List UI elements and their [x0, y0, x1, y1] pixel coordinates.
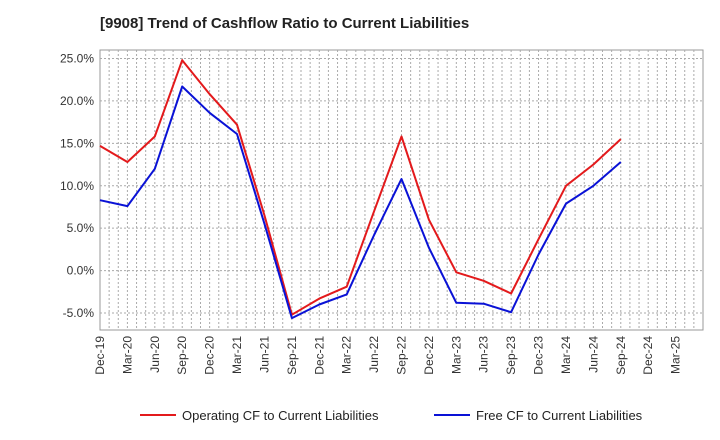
x-tick-label: Jun-20 — [148, 336, 162, 373]
x-tick-label: Mar-22 — [340, 336, 354, 374]
legend-label-0: Operating CF to Current Liabilities — [182, 408, 379, 423]
x-tick-label: Dec-24 — [641, 336, 655, 375]
series-lines — [99, 59, 622, 320]
x-tick-label: Dec-23 — [532, 336, 546, 375]
x-tick-label: Sep-24 — [614, 336, 628, 375]
x-tick-label: Dec-19 — [93, 336, 107, 375]
y-tick-label: 20.0% — [60, 94, 94, 108]
y-tick-label: 15.0% — [60, 136, 94, 150]
y-tick-label: 0.0% — [67, 264, 95, 278]
legend: Operating CF to Current Liabilities Free … — [140, 408, 643, 423]
y-tick-label: 25.0% — [60, 51, 94, 65]
chart-title: [9908] Trend of Cashflow Ratio to Curren… — [100, 15, 470, 32]
y-tick-label: 10.0% — [60, 179, 94, 193]
x-tick-label: Dec-22 — [422, 336, 436, 375]
legend-label-1: Free CF to Current Liabilities — [476, 408, 643, 423]
x-tick-label: Mar-21 — [230, 336, 244, 374]
series-line-0 — [99, 59, 622, 316]
x-tick-label: Dec-21 — [312, 336, 326, 375]
x-tick-label: Sep-21 — [285, 336, 299, 375]
x-tick-label: Mar-25 — [669, 336, 683, 374]
x-tick-label: Mar-24 — [559, 336, 573, 374]
x-axis-ticks: Dec-19 Mar-20 Jun-20 Sep-20 Dec-20 Mar-21 Jun-… — [93, 336, 683, 375]
x-tick-label: Sep-22 — [395, 336, 409, 375]
series-line-1 — [99, 85, 622, 320]
x-tick-label: Jun-21 — [257, 336, 271, 373]
x-tick-label: Jun-22 — [367, 336, 381, 373]
x-tick-label: Jun-24 — [586, 336, 600, 373]
x-tick-label: Jun-23 — [477, 336, 491, 373]
y-axis-ticks: 25.0% 20.0% 15.0% 10.0% 5.0% 0.0% -5.0% — [60, 51, 94, 320]
y-tick-label: 5.0% — [67, 221, 95, 235]
y-tick-label: -5.0% — [63, 306, 95, 320]
x-tick-label: Sep-23 — [504, 336, 518, 375]
x-tick-label: Mar-23 — [449, 336, 463, 374]
grid-lines — [100, 50, 703, 330]
x-tick-label: Mar-20 — [120, 336, 134, 374]
x-tick-label: Dec-20 — [203, 336, 217, 375]
x-tick-label: Sep-20 — [175, 336, 189, 375]
